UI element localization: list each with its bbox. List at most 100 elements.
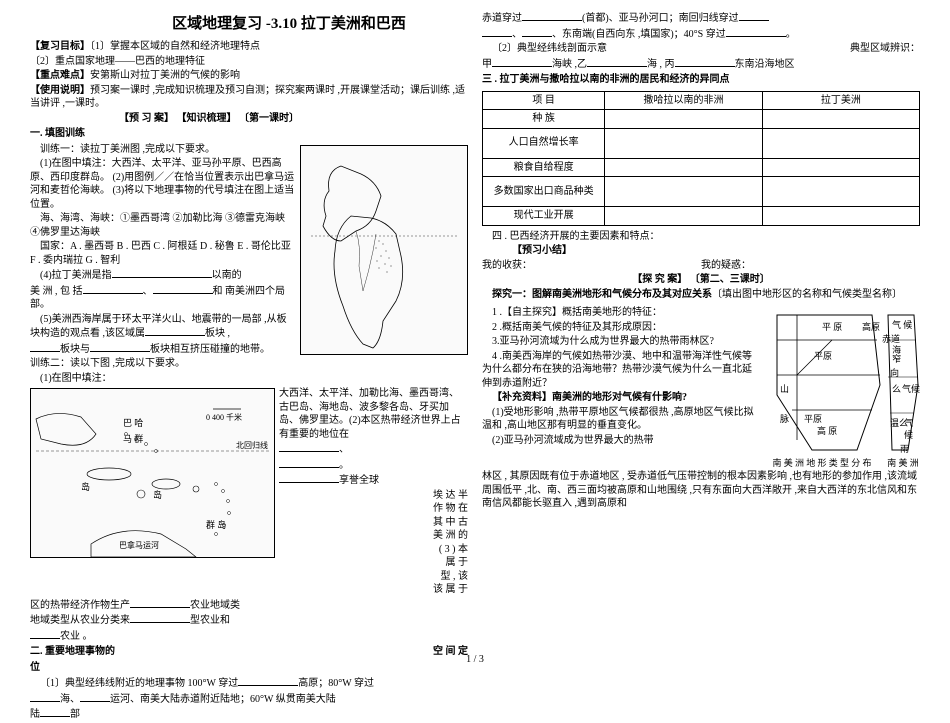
t2-1c: 、 [339,444,349,455]
blank [522,27,552,37]
t2-3d: 型农业和 [190,615,230,626]
t2-intro: 训练二：读以下图 ,完成以下要求。 [30,357,468,371]
diagram-text: 1 .【自主探究】概括南美地形的特征： 2 .概括南美气候的特征及其形成原因： … [482,305,756,469]
line4d: 东南沿海地区 [735,59,795,70]
dl-shan: 山 [780,383,789,395]
goals-label: 【复习目标】 [30,41,90,52]
section-2b: 空 间 定 [433,645,468,659]
t2-3e-line: 农业 。 [30,629,468,644]
cell [605,128,762,158]
explore1: 探究一：图解南美洲地形和气候分布及其对应关系〔填出图中地形区的名称和气候类型名称… [482,288,920,302]
map2-bnm: 巴拿马运河 [119,541,159,552]
map2-tropic: 北回归线 [236,441,268,452]
goals-line1: 【复习目标】〔1〕掌握本区域的自然和经济地理特点 [30,40,468,54]
explore-header: 【探 究 案】 〔第二、三课时〕 [482,273,920,287]
page-title: 区域地理复习 -3.10 拉丁美洲和巴西 [110,14,468,34]
usage-label: 【使用说明】 [30,85,90,96]
t1-5b: 板块 , [205,328,230,339]
t2-3e: 农业 。 [60,631,93,642]
t2-1d: 。 [339,460,349,471]
line1: 〔1〕典型经纬线附近的地理事物 100°W 穿过高原；80°W 穿过 [30,676,468,691]
table-row: 粮食自给程度 [483,158,920,177]
line4c: 海 , 丙 [647,59,675,70]
terrain-caption: 南 美 洲 地 形 类 型 分 布 [762,457,882,469]
q1: 1 .【自主探究】概括南美地形的特征： [482,306,756,320]
dl-gy2: 高 原 [817,425,837,437]
line2b: (首都)、亚马孙河口；南回归线穿过 [582,13,739,24]
blank [80,692,110,702]
cell [762,158,919,177]
line2c: 、 [512,29,522,40]
section-4: 四 . 巴西经济开展的主要因素和特点： [482,230,920,244]
summary-r: 我的疑惑： [701,259,920,273]
t2-1: (1)在图中填注： [30,372,468,386]
map2-bh: 巴 哈 [123,417,143,429]
line4a: 甲 [482,59,492,70]
t1-4c: 美 洲 , 包 括 [30,286,83,297]
cell [605,110,762,129]
goal2: 〔2〕重点国家地理——巴西的地理特征 [30,55,468,69]
supp-header: 【补充资料】南美洲的地形对气候有什影响? [482,391,756,405]
t2-blanks: 、 [279,442,468,457]
blank [145,326,205,336]
explore1-text: 探究一：图解南美洲地形和气候分布及其对应关系 [492,289,712,300]
blank [83,284,143,294]
t1-5d: 板块相互挤压碰撞的地带。 [150,344,270,355]
line1c-line: 海、运河、南美大陆赤道附近陆地；60°W 纵贯南美大陆 [30,692,468,707]
t2-3b: 农业地域类 [190,600,240,611]
terrain-diagram: 平 原 高原 赤道 平原 山 脉 平原 高 原 [762,305,882,455]
left-column: 区域地理复习 -3.10 拉丁美洲和巴西 【复习目标】〔1〕掌握本区域的自然和经… [30,10,468,723]
summary-line: 我的收获： 我的疑惑： [482,259,920,273]
blank [40,707,70,717]
line1c: 海、 [60,694,80,705]
dl-me: 么 [892,383,901,395]
supp2: (2)亚马孙河流域成为世界最大的热带 [482,434,756,448]
table-header-row: 项 目 撒哈拉以南的非洲 拉丁美洲 [483,91,920,110]
blank [675,57,735,67]
diagram-pair: 平 原 高原 赤道 平原 山 脉 平原 高 原 南 美 洲 地 形 类 型 分 … [762,305,920,469]
row-label: 种 族 [483,110,605,129]
diagram-row: 1 .【自主探究】概括南美地形的特征： 2 .概括南美气候的特征及其形成原因： … [482,305,920,469]
difficulty: 安第斯山对拉丁美洲的气候的影响 [90,70,240,81]
table-row: 人口自然增长率 [483,128,920,158]
dl-py2: 平原 [814,350,832,362]
t2-3: 区的热带经济作物生产农业地域类 [30,598,468,613]
page-number: 1 / 3 [466,653,484,667]
t1-5c: 板块与 [60,344,90,355]
dl-yu: 雨 [900,443,909,455]
t2-3c-line: 地域类型从农业分类来 型农业和 [30,613,468,628]
t1-4d: 、 [143,286,153,297]
blank [130,613,190,623]
map2-d1: 岛 [81,481,90,493]
table-row: 种 族 [483,110,920,129]
q2: 2 .概括南美气候的特征及其形成原因： [482,321,756,335]
line3a: 〔2〕典型经纬线剖面示意 [482,42,607,56]
blank [90,342,150,352]
bottom-para: 林区 , 其原因既有位于赤道地区 , 受赤道低气压带控制的根本因素影响 ,也有地… [482,470,920,511]
map2-mq: 马 群 [123,433,143,445]
dl-x: 向 [890,367,899,379]
climate-caption: 南 美 洲 [886,457,920,469]
south-america-outline-icon [301,146,469,356]
line2c-line: 、、东南端(自西向东 ,填国家)；40°S 穿过。 [482,27,920,42]
t2-1e-line: 享誉全球 [279,473,468,488]
t2-blanks2: 。 [279,458,468,473]
blank [279,473,339,483]
climate-diagram: 气 候 海窄 向 么 气候 温么 气候 雨 [886,305,920,455]
goal1: 〔1〕掌握本区域的自然和经济地理特点 [90,41,260,52]
comparison-table: 项 目 撒哈拉以南的非洲 拉丁美洲 种 族 人口自然增长率 粮食自给程度 多数国… [482,91,920,226]
blank [130,598,190,608]
blank [279,458,339,468]
t2-mid4: 美 洲 的 [418,529,468,543]
line1e-line: 陆部 [30,707,468,722]
dl-py3: 平原 [804,413,822,425]
dl-qh: 气 候 [892,319,912,331]
cell [762,128,919,158]
dl-qh2: 气候 [902,383,920,395]
caribbean-map: 巴 哈 马 群 岛 群 岛 岛 巴拿马运河 0 400 千米 北回归线 [30,388,275,558]
t2-3c: 地域类型从农业分类来 [30,615,130,626]
difficulty-line: 【重点难点】安第斯山对拉丁美洲的气候的影响 [30,69,468,83]
table-row: 多数国家出口商品种类 [483,177,920,207]
t2-mid8: 该 属 于 [418,583,468,597]
t1-4a: (4)拉丁美洲是指 [40,270,112,281]
